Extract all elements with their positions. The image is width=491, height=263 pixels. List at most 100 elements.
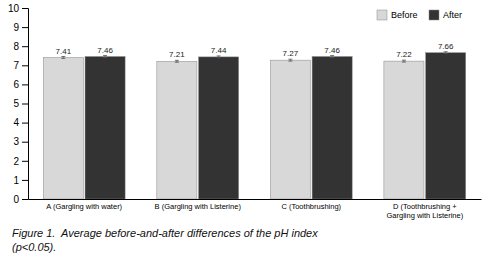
error-bar — [444, 52, 448, 54]
y-tick: 10 — [8, 3, 28, 14]
y-tick-label: 10 — [8, 3, 20, 14]
series — [43, 57, 424, 199]
y-tick-label: 8 — [13, 41, 19, 52]
y-tick-mark — [22, 46, 28, 47]
y-tick-mark — [22, 161, 28, 162]
data-label: 7.27 — [283, 49, 299, 58]
error-bar — [217, 56, 221, 58]
x-tick-label-line: A (Gargling with water) — [46, 202, 122, 211]
bar — [43, 57, 83, 199]
error-bar — [330, 56, 334, 58]
y-axis: 0 1 2 3 4 5 6 7 8 9 10 — [8, 3, 29, 205]
bar — [157, 61, 197, 199]
error-bar-cap — [175, 60, 179, 61]
y-tick-label: 1 — [13, 175, 19, 186]
error-bar-cap — [288, 61, 292, 62]
y-tick: 6 — [13, 79, 28, 90]
legend-label: After — [443, 10, 462, 20]
y-tick-label: 7 — [13, 60, 19, 71]
y-tick-mark — [22, 199, 28, 200]
y-tick-label: 3 — [13, 136, 19, 147]
error-bar-cap — [288, 59, 292, 60]
error-bar — [288, 59, 292, 61]
y-tick-mark — [22, 180, 28, 181]
x-tick-label-line: B (Gargling with Listerine) — [155, 202, 242, 211]
data-label: 7.44 — [211, 46, 227, 55]
error-bar-cap — [444, 53, 448, 54]
x-tick-label-line: Gargling with Listerine) — [386, 211, 463, 220]
bar — [85, 57, 125, 199]
data-label: 7.41 — [56, 47, 72, 56]
error-bar-cap — [444, 51, 448, 52]
error-bar-cap — [61, 58, 65, 59]
y-tick-mark — [22, 65, 28, 66]
legend-item: Before — [377, 10, 418, 20]
y-tick: 4 — [13, 117, 28, 128]
axis-domain — [22, 9, 29, 200]
x-tick-label: C (Toothbrushing) — [281, 202, 341, 211]
error-bar — [61, 57, 65, 59]
y-tick-mark — [22, 104, 28, 105]
x-tick-label-line: C (Toothbrushing) — [281, 202, 341, 211]
y-tick: 8 — [13, 41, 28, 52]
y-tick-label: 0 — [13, 194, 19, 205]
y-tick: 5 — [13, 98, 28, 109]
bar — [384, 61, 424, 199]
legend-label: Before — [391, 10, 418, 20]
caption-line: (p<0.05). — [12, 241, 56, 253]
axis-domain — [29, 199, 482, 200]
legend-swatch — [429, 10, 439, 20]
bar — [312, 57, 352, 199]
y-tick-label: 5 — [13, 98, 19, 109]
x-tick: A (Gargling with water) — [46, 199, 122, 211]
bar — [199, 57, 239, 199]
y-tick-label: 4 — [13, 117, 19, 128]
data-label: 7.22 — [396, 50, 412, 59]
error-bar-cap — [217, 57, 221, 58]
error-bar-cap — [402, 60, 406, 61]
series — [85, 52, 466, 199]
y-tick: 7 — [13, 60, 28, 71]
legend-item: After — [429, 10, 462, 20]
y-tick-mark — [22, 84, 28, 85]
caption: Figure 1. Average before-and-after diffe… — [12, 227, 318, 253]
y-tick: 1 — [13, 175, 28, 186]
error-bar-cap — [61, 56, 65, 57]
error-bar-cap — [103, 57, 107, 58]
bar — [426, 53, 466, 199]
y-tick-label: 9 — [13, 22, 19, 33]
chart: 0 1 2 3 4 5 6 7 8 9 10 A (Gargling with water) B (Ga… — [0, 0, 491, 263]
y-tick: 2 — [13, 156, 28, 167]
data-label: 7.66 — [438, 42, 454, 51]
data-label: 7.46 — [97, 46, 113, 55]
error-bar — [402, 60, 406, 62]
data-label: 7.21 — [169, 50, 185, 59]
legend-swatch — [377, 10, 387, 20]
y-tick: 9 — [13, 22, 28, 33]
x-tick-label: B (Gargling with Listerine) — [155, 202, 242, 211]
error-bar-cap — [330, 57, 334, 58]
x-axis: A (Gargling with water) B (Gargling with … — [29, 199, 482, 220]
x-tick: B (Gargling with Listerine) — [155, 199, 242, 211]
y-tick-mark — [22, 27, 28, 28]
x-tick: C (Toothbrushing) — [281, 199, 341, 211]
error-bar-cap — [175, 62, 179, 63]
plot: 0 1 2 3 4 5 6 7 8 9 10 A (Gargling with water) B (Ga… — [8, 3, 482, 220]
x-tick-label: A (Gargling with water) — [46, 202, 122, 211]
y-tick-label: 6 — [13, 79, 19, 90]
caption-line: Figure 1. Average before-and-after diffe… — [12, 227, 318, 239]
data-labels: 7.41 7.21 7.27 7.22 7.46 7.44 7.46 7.66 — [56, 42, 454, 60]
x-tick-label: D (Toothbrushing +Gargling with Listerin… — [386, 202, 463, 220]
error-bar — [103, 56, 107, 58]
y-tick-mark — [22, 8, 28, 9]
data-label: 7.46 — [324, 46, 340, 55]
error-bar — [175, 60, 179, 62]
y-tick-mark — [22, 123, 28, 124]
error-bar-cap — [217, 55, 221, 56]
y-tick-mark — [22, 142, 28, 143]
legend: Before After — [377, 10, 462, 20]
x-tick: D (Toothbrushing +Gargling with Listerin… — [386, 199, 463, 220]
y-tick: 0 — [13, 194, 28, 205]
marks — [43, 52, 465, 199]
error-bar-cap — [330, 55, 334, 56]
